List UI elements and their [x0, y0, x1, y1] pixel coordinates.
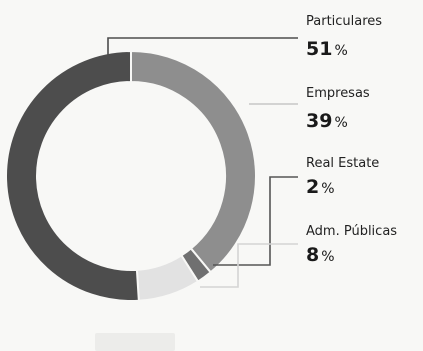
value-real-estate: 2% [306, 176, 335, 198]
slice-empresas [130, 49, 257, 274]
slice-labels: Particulares 51 % Empresas 39 % Real Estate 2 % A… [306, 14, 397, 266]
bottom-scroll-bar [95, 333, 175, 351]
label-particulares: Particulares [306, 14, 382, 29]
leader-lines [107, 37, 298, 288]
leader-line-adm-p-blicas [200, 243, 298, 288]
donut-slices [4, 49, 257, 302]
label-adm-p-blicas: Adm. Públicas [306, 224, 397, 239]
value-adm-p-blicas: 8% [306, 244, 335, 266]
label-empresas: Empresas [306, 86, 370, 101]
value-particulares: 51% [306, 38, 348, 60]
slice-particulares [4, 49, 140, 302]
leader-line-particulares [107, 37, 298, 55]
label-real-estate: Real Estate [306, 156, 379, 171]
value-empresas: 39% [306, 110, 348, 132]
leader-line-real-estate [213, 176, 298, 266]
